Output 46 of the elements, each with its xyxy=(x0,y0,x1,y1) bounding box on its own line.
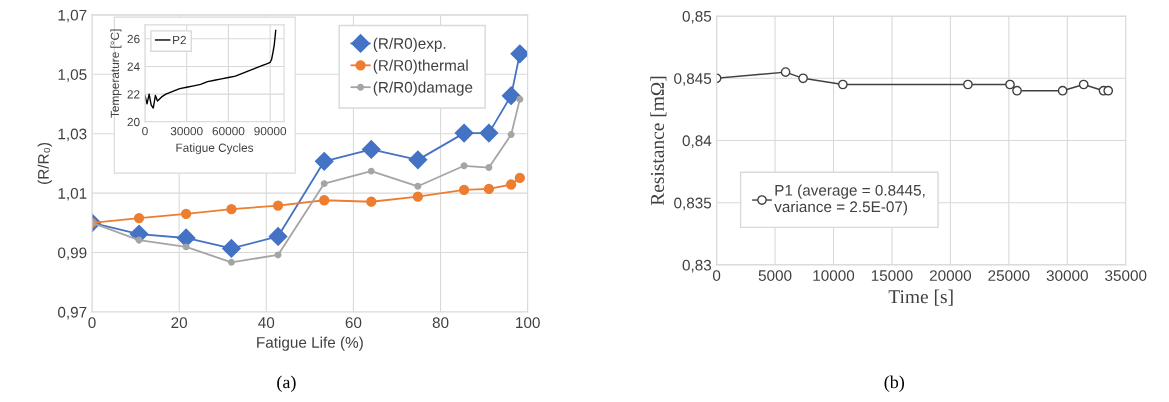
y-tick-label: 0,83 xyxy=(682,259,712,273)
y-tick-label: 1,03 xyxy=(58,128,87,142)
x-axis-title: Time [s] xyxy=(888,289,953,306)
x-tick-label: 15000 xyxy=(871,270,913,281)
x-tick-label: 20 xyxy=(171,317,188,329)
text: (b) xyxy=(884,375,905,392)
x-tick-label: 90000 xyxy=(254,126,287,136)
y-tick-label: 0,97 xyxy=(58,306,87,320)
y-tick-label: 0,85 xyxy=(682,10,712,24)
x-tick-label: 30000 xyxy=(1046,270,1088,281)
x-tick-label: 20000 xyxy=(929,270,972,281)
y-axis-title: Resistance [mΩ] xyxy=(650,76,667,206)
y-tick-label: 1,07 xyxy=(58,9,87,23)
y-tick-label: 22 xyxy=(127,90,140,99)
y-tick-label: 26 xyxy=(127,34,140,44)
x-tick-label: 0 xyxy=(142,126,148,136)
x-axis-title: Fatigue Life (%) xyxy=(257,336,363,351)
legend-label: P2 xyxy=(173,35,186,45)
y-axis-title: (R/R₀) xyxy=(37,142,52,184)
y-tick-label: 0,845 xyxy=(674,73,712,86)
legend-label: (R/R0)thermal xyxy=(373,59,468,74)
x-tick-label: 5000 xyxy=(758,270,792,281)
legend-label: (R/R0)damage xyxy=(373,81,473,96)
x-tick-label: 30000 xyxy=(170,126,203,136)
x-tick-label: 60 xyxy=(345,317,362,329)
y-tick-label: 24 xyxy=(127,62,140,71)
x-tick-label: 0 xyxy=(712,270,721,281)
y-tick-label: 0,835 xyxy=(674,197,712,211)
y-tick-label: 0,99 xyxy=(58,247,87,261)
legend-label: P1 (average = 0.8445, variance = 2.5E-07) xyxy=(774,184,925,216)
x-tick-label: 25000 xyxy=(988,270,1030,281)
x-tick-label: 0 xyxy=(88,317,96,329)
y-tick-label: 1,05 xyxy=(58,69,87,82)
y-axis-title: Temperature [°C] xyxy=(110,29,122,118)
x-tick-label: 100 xyxy=(516,317,540,329)
y-tick-label: 1,01 xyxy=(58,187,87,201)
x-tick-label: 40 xyxy=(258,317,275,329)
text: (a) xyxy=(277,375,296,392)
x-tick-label: 10000 xyxy=(813,270,855,281)
x-tick-label: 35000 xyxy=(1105,270,1147,281)
y-tick-label: 0,84 xyxy=(682,135,712,148)
x-tick-label: 80 xyxy=(432,317,449,329)
x-tick-label: 60000 xyxy=(212,126,245,136)
x-axis-title: Fatigue Cycles xyxy=(176,143,254,155)
legend-label: (R/R0)exp. xyxy=(373,37,446,52)
y-tick-label: 20 xyxy=(127,117,140,127)
